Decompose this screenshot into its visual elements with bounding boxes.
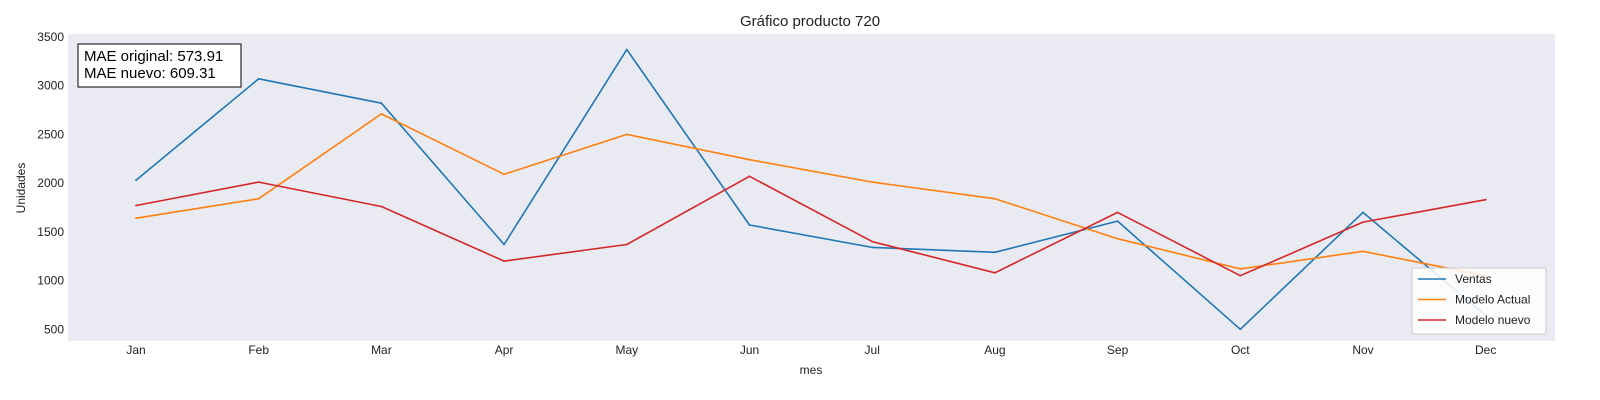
y-tick-label: 1000	[37, 274, 64, 288]
series-line-modelo-nuevo	[135, 175, 1486, 277]
data-point-modelo-nuevo	[748, 175, 751, 178]
x-tick-label: Mar	[371, 343, 392, 357]
x-tick-label: Oct	[1231, 343, 1250, 357]
data-point-modelo-nuevo	[135, 204, 137, 207]
data-point-modelo-actual	[135, 217, 137, 220]
data-point-modelo-actual	[1362, 250, 1364, 253]
data-point-modelo-nuevo	[503, 260, 505, 262]
data-point-ventas	[503, 243, 505, 246]
annotation-frame	[77, 43, 242, 88]
x-tick-label: Jun	[740, 343, 759, 357]
x-tick-label: Sep	[1107, 343, 1129, 357]
legend-label: Modelo Actual	[1455, 293, 1530, 307]
x-tick-label: Nov	[1352, 343, 1373, 357]
data-point-ventas	[1362, 211, 1364, 214]
plot-area	[68, 34, 1555, 341]
x-tick-label: Apr	[495, 343, 514, 357]
legend-frame	[1411, 267, 1547, 335]
data-point-modelo-nuevo	[1362, 221, 1364, 223]
y-tick-label: 3000	[37, 79, 64, 93]
data-point-modelo-actual	[503, 173, 505, 176]
data-point-modelo-actual	[1116, 237, 1119, 240]
y-tick-label: 500	[44, 322, 64, 336]
data-point-ventas	[1239, 328, 1242, 331]
y-tick-label: 2500	[37, 127, 64, 141]
x-axis-label: mes	[800, 363, 823, 377]
data-point-ventas	[1116, 220, 1119, 223]
data-point-modelo-actual	[1239, 267, 1242, 270]
legend-label: Ventas	[1455, 272, 1492, 286]
data-point-modelo-actual	[748, 158, 751, 161]
y-tick-label: 1500	[37, 225, 64, 239]
legend-label: Modelo nuevo	[1455, 313, 1531, 327]
data-point-ventas	[257, 77, 260, 80]
data-point-ventas	[625, 48, 628, 51]
data-point-modelo-actual	[380, 113, 383, 115]
x-tick-label: May	[615, 343, 638, 357]
data-point-modelo-actual	[625, 133, 628, 136]
x-tick-label: Aug	[984, 343, 1005, 357]
data-point-modelo-nuevo	[257, 181, 260, 184]
data-point-modelo-nuevo	[1116, 211, 1119, 214]
y-tick-label: 3500	[37, 30, 64, 44]
mae-annotation: MAE original: 573.91 MAE nuevo: 609.31	[77, 43, 242, 88]
data-point-ventas	[135, 179, 137, 182]
data-point-modelo-nuevo	[1484, 198, 1487, 201]
legend: Ventas Modelo Actual Modelo nuevo	[1411, 267, 1547, 335]
data-point-ventas	[994, 251, 996, 254]
y-tick-label: 2000	[37, 176, 64, 190]
x-tick-label: Jan	[126, 343, 145, 357]
y-axis: 500 1000 1500 2000 2500 3000 3500	[37, 30, 64, 336]
data-point-modelo-actual	[257, 197, 260, 200]
data-point-ventas	[380, 102, 383, 105]
series-line-ventas	[135, 48, 1487, 331]
data-point-modelo-nuevo	[625, 243, 628, 246]
data-point-ventas	[871, 246, 874, 249]
annotation-line-2: MAE nuevo: 609.31	[84, 65, 216, 82]
x-tick-label: Dec	[1475, 343, 1496, 357]
data-point-modelo-nuevo	[994, 271, 996, 274]
data-point-ventas	[748, 224, 751, 226]
x-tick-label: Feb	[248, 343, 269, 357]
x-axis: Jan Feb Mar Apr May Jun Jul Aug Sep Oct Nov Dec	[126, 343, 1496, 357]
series-lines	[135, 48, 1487, 331]
annotation-line-1: MAE original: 573.91	[84, 48, 223, 65]
x-tick-label: Jul	[865, 343, 880, 357]
data-point-modelo-nuevo	[871, 240, 874, 243]
y-axis-label: Unidades	[14, 163, 28, 214]
data-point-modelo-actual	[871, 181, 874, 184]
data-point-modelo-actual	[994, 197, 996, 200]
data-point-modelo-nuevo	[380, 205, 383, 208]
chart-title: Gráfico producto 720	[740, 13, 880, 30]
data-point-modelo-nuevo	[1239, 274, 1242, 277]
